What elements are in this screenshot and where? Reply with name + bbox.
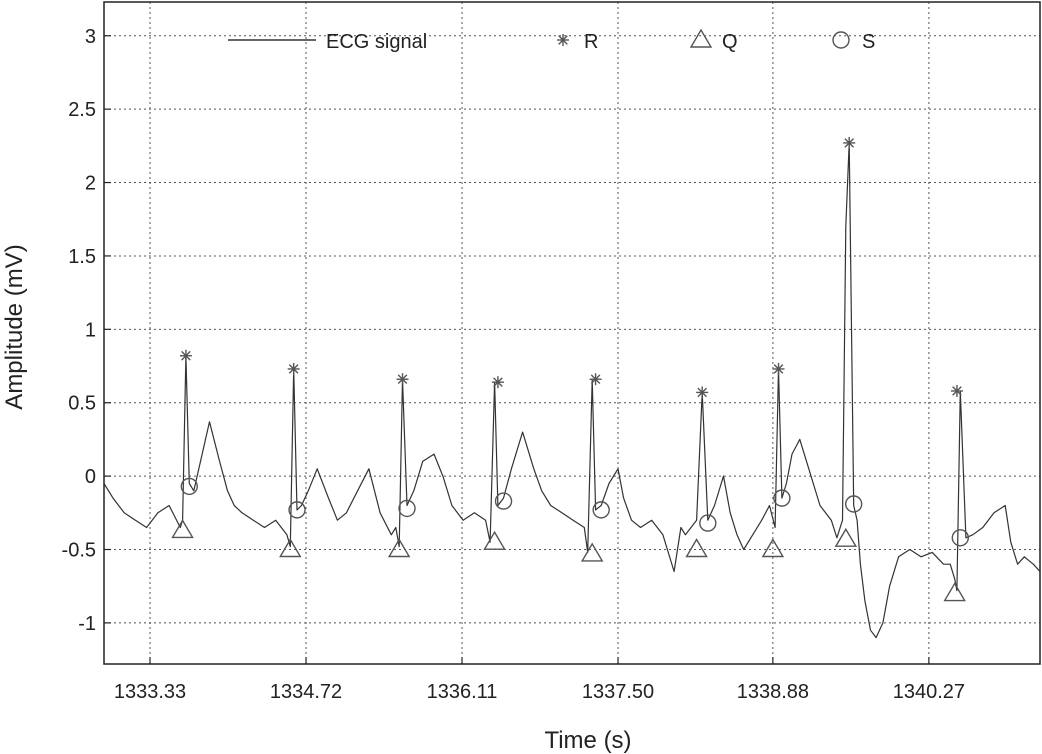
axis-ticks: -1 -0.5 0 0.5 1 1.5 2 2.5 3 1333.33 1334.72 1336.11…	[62, 26, 966, 703]
y-tick-label: 2.5	[68, 99, 96, 121]
y-tick-label: 2	[85, 173, 96, 195]
r-peak-marker	[772, 362, 785, 375]
y-tick-label: -1	[78, 613, 96, 635]
ecg-signal-line	[103, 142, 1041, 639]
x-tick-label: 1337.50	[582, 681, 654, 703]
grid-lines	[104, 2, 1040, 664]
y-tick-label: -0.5	[62, 540, 96, 562]
legend-swatch-s	[832, 31, 850, 49]
series-layer	[103, 136, 1041, 639]
q-point-marker	[580, 542, 604, 562]
legend-label-q: Q	[722, 31, 738, 53]
r-peak-marker	[179, 349, 192, 362]
legend-label-ecg-signal: ECG signal	[326, 31, 427, 53]
x-tick-label: 1340.27	[893, 681, 965, 703]
q-point-marker	[387, 538, 411, 558]
y-axis-label: Amplitude (mV)	[1, 244, 28, 409]
x-tick-label: 1334.72	[270, 681, 342, 703]
plot-area	[103, 1, 1041, 665]
y-tick-label: 0.5	[68, 393, 96, 415]
legend-swatch-r	[557, 34, 569, 46]
y-tick-label: 1.5	[68, 246, 96, 268]
s-point-marker	[592, 501, 610, 519]
s-point-marker	[699, 514, 717, 532]
q-point-marker	[685, 538, 708, 558]
x-tick-label: 1333.33	[114, 681, 186, 703]
s-point-marker	[398, 499, 416, 518]
legend-label-r: R	[584, 31, 598, 53]
q-point-marker	[171, 519, 194, 539]
r-peak-marker	[491, 376, 504, 389]
x-tick-label: 1336.11	[427, 681, 498, 703]
x-tick-label: 1338.88	[737, 681, 809, 703]
r-peak-marker	[696, 386, 709, 399]
s-point-marker	[180, 477, 198, 496]
y-tick-label: 0	[85, 466, 96, 488]
q-point-marker	[761, 538, 785, 558]
q-point-marker	[279, 538, 302, 558]
s-point-marker	[288, 501, 306, 519]
y-tick-label: 1	[85, 319, 96, 341]
legend-label-s: S	[862, 31, 875, 53]
r-peak-marker	[287, 362, 300, 375]
r-peak-marker	[843, 136, 856, 149]
legend-swatch-q	[689, 28, 713, 48]
r-peak-marker	[589, 373, 602, 386]
r-peak-marker	[396, 373, 409, 386]
legend: ECG signal R Q S	[228, 28, 875, 53]
x-axis-label: Time (s)	[544, 727, 631, 754]
s-point-marker	[494, 492, 513, 510]
s-point-marker	[951, 529, 970, 547]
q-point-marker	[834, 527, 858, 547]
s-point-marker	[773, 489, 791, 507]
r-peak-marker	[950, 384, 963, 397]
s-point-marker	[844, 495, 863, 513]
q-point-marker	[483, 530, 506, 550]
y-tick-label: 3	[85, 26, 96, 48]
q-point-marker	[943, 582, 966, 602]
